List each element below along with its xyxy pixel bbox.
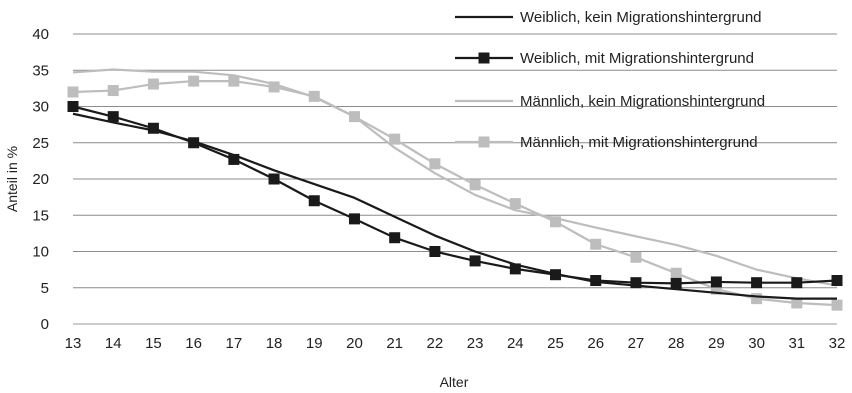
data-point [268, 173, 280, 185]
data-point [630, 277, 642, 289]
x-tick-label: 32 [829, 335, 846, 352]
data-point [469, 255, 481, 267]
y-tick-label: 25 [32, 135, 49, 152]
y-axis-title: Anteil in % [4, 146, 20, 212]
data-point [268, 81, 280, 93]
series-4 [67, 75, 843, 311]
series-line [72, 80, 838, 307]
y-tick-label: 10 [32, 244, 49, 261]
x-tick-label: 28 [668, 335, 685, 352]
data-point [550, 216, 562, 228]
data-point [429, 246, 441, 257]
data-point [389, 133, 401, 145]
x-tick-label: 16 [185, 335, 202, 352]
data-point [389, 232, 401, 244]
data-point [348, 213, 360, 225]
data-point [751, 277, 763, 289]
data-point [791, 297, 803, 309]
series-1 [72, 112, 837, 300]
y-tick-label: 40 [32, 26, 49, 43]
data-point [147, 78, 159, 90]
data-point [590, 238, 602, 250]
x-tick-label: 15 [145, 335, 162, 352]
x-tick-label: 14 [105, 335, 122, 352]
y-tick-label: 30 [32, 99, 49, 116]
data-point [670, 267, 682, 279]
y-tick-label: 0 [41, 316, 49, 333]
data-point [308, 90, 320, 102]
data-point [67, 101, 79, 112]
x-axis-title: Alter [440, 374, 469, 390]
series-group [67, 68, 843, 311]
x-tick-label: 25 [547, 335, 564, 352]
x-tick-label: 27 [628, 335, 645, 352]
series-2 [67, 101, 843, 289]
data-point [831, 299, 843, 311]
legend-swatch-marker [478, 52, 490, 64]
series-line [72, 112, 837, 300]
data-point [429, 158, 441, 170]
data-point [831, 275, 843, 286]
data-point [630, 251, 642, 263]
legend-label: Weiblich, mit Migrationshintergrund [520, 50, 754, 67]
data-point [590, 275, 602, 286]
data-point [469, 179, 481, 191]
series-line [72, 105, 838, 285]
data-point [188, 137, 200, 149]
legend-label: Männlich, kein Migrationshintergrund [520, 93, 765, 110]
data-point [228, 153, 240, 165]
x-tick-label: 20 [346, 335, 363, 352]
x-tick-label: 19 [306, 335, 323, 352]
x-axis-ticks: 13 14 15 16 17 18 19 20 21 22 23 24 25 26 27 28 29 30 31 32 [65, 335, 846, 352]
x-tick-label: 17 [225, 335, 242, 352]
y-tick-label: 5 [41, 280, 49, 297]
data-point [228, 75, 240, 87]
data-point [308, 195, 320, 207]
data-point [188, 75, 200, 87]
data-point [710, 283, 722, 295]
x-tick-label: 24 [507, 335, 524, 352]
x-tick-label: 18 [266, 335, 283, 352]
data-point [751, 293, 763, 305]
data-point [710, 276, 722, 288]
y-tick-label: 20 [32, 171, 49, 188]
y-tick-label: 15 [32, 207, 49, 224]
data-point [791, 277, 803, 289]
data-point [550, 269, 562, 281]
legend: Weiblich, kein Migrationshintergrund Weib… [455, 9, 765, 151]
y-tick-label: 35 [32, 62, 49, 79]
data-point [509, 263, 521, 275]
data-point [348, 111, 360, 123]
data-point [670, 277, 682, 289]
x-tick-label: 21 [386, 335, 403, 352]
x-tick-label: 30 [748, 335, 765, 352]
x-tick-label: 26 [587, 335, 604, 352]
x-tick-label: 23 [467, 335, 484, 352]
x-tick-label: 29 [708, 335, 725, 352]
series-3 [72, 68, 838, 287]
data-point [147, 122, 159, 134]
legend-swatch-marker [478, 136, 490, 148]
data-point [67, 86, 79, 98]
x-tick-label: 13 [65, 335, 82, 352]
data-point [509, 198, 521, 210]
legend-label: Männlich, mit Migrationshintergrund [520, 134, 758, 151]
series-line [72, 68, 838, 287]
legend-label: Weiblich, kein Migrationshintergrund [520, 9, 762, 26]
x-tick-label: 22 [427, 335, 444, 352]
x-tick-label: 31 [788, 335, 805, 352]
data-point [107, 85, 119, 97]
data-point [107, 111, 119, 123]
y-axis-ticks: 0 5 10 15 20 25 30 35 40 [32, 26, 49, 333]
